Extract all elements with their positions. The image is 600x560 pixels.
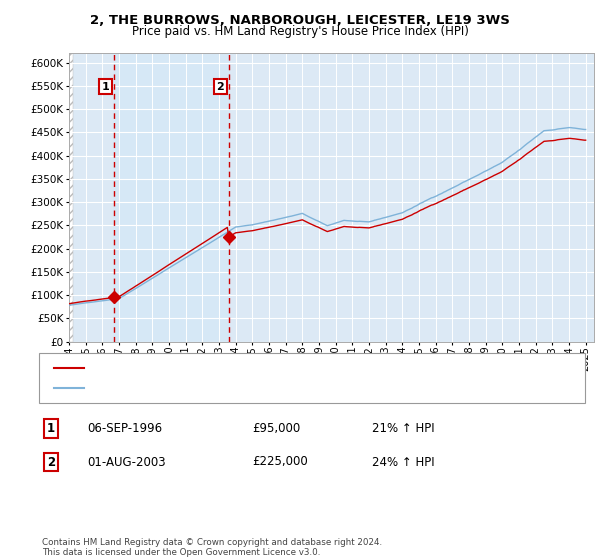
Text: 1: 1 (47, 422, 55, 435)
Text: 2, THE BURROWS, NARBOROUGH, LEICESTER, LE19 3WS: 2, THE BURROWS, NARBOROUGH, LEICESTER, L… (90, 14, 510, 27)
Text: 2: 2 (217, 82, 224, 92)
Text: £95,000: £95,000 (252, 422, 300, 435)
Text: 06-SEP-1996: 06-SEP-1996 (87, 422, 162, 435)
Text: 01-AUG-2003: 01-AUG-2003 (87, 455, 166, 469)
Text: Price paid vs. HM Land Registry's House Price Index (HPI): Price paid vs. HM Land Registry's House … (131, 25, 469, 38)
Text: 24% ↑ HPI: 24% ↑ HPI (372, 455, 434, 469)
Text: HPI: Average price, detached house, Blaby: HPI: Average price, detached house, Blab… (93, 383, 315, 393)
Text: 21% ↑ HPI: 21% ↑ HPI (372, 422, 434, 435)
Text: £225,000: £225,000 (252, 455, 308, 469)
Text: 2: 2 (47, 455, 55, 469)
Bar (113, 53, 229, 342)
Text: Contains HM Land Registry data © Crown copyright and database right 2024.
This d: Contains HM Land Registry data © Crown c… (42, 538, 382, 557)
Text: 2, THE BURROWS, NARBOROUGH, LEICESTER, LE19 3WS (detached house): 2, THE BURROWS, NARBOROUGH, LEICESTER, L… (93, 363, 482, 373)
Text: 1: 1 (101, 82, 109, 92)
